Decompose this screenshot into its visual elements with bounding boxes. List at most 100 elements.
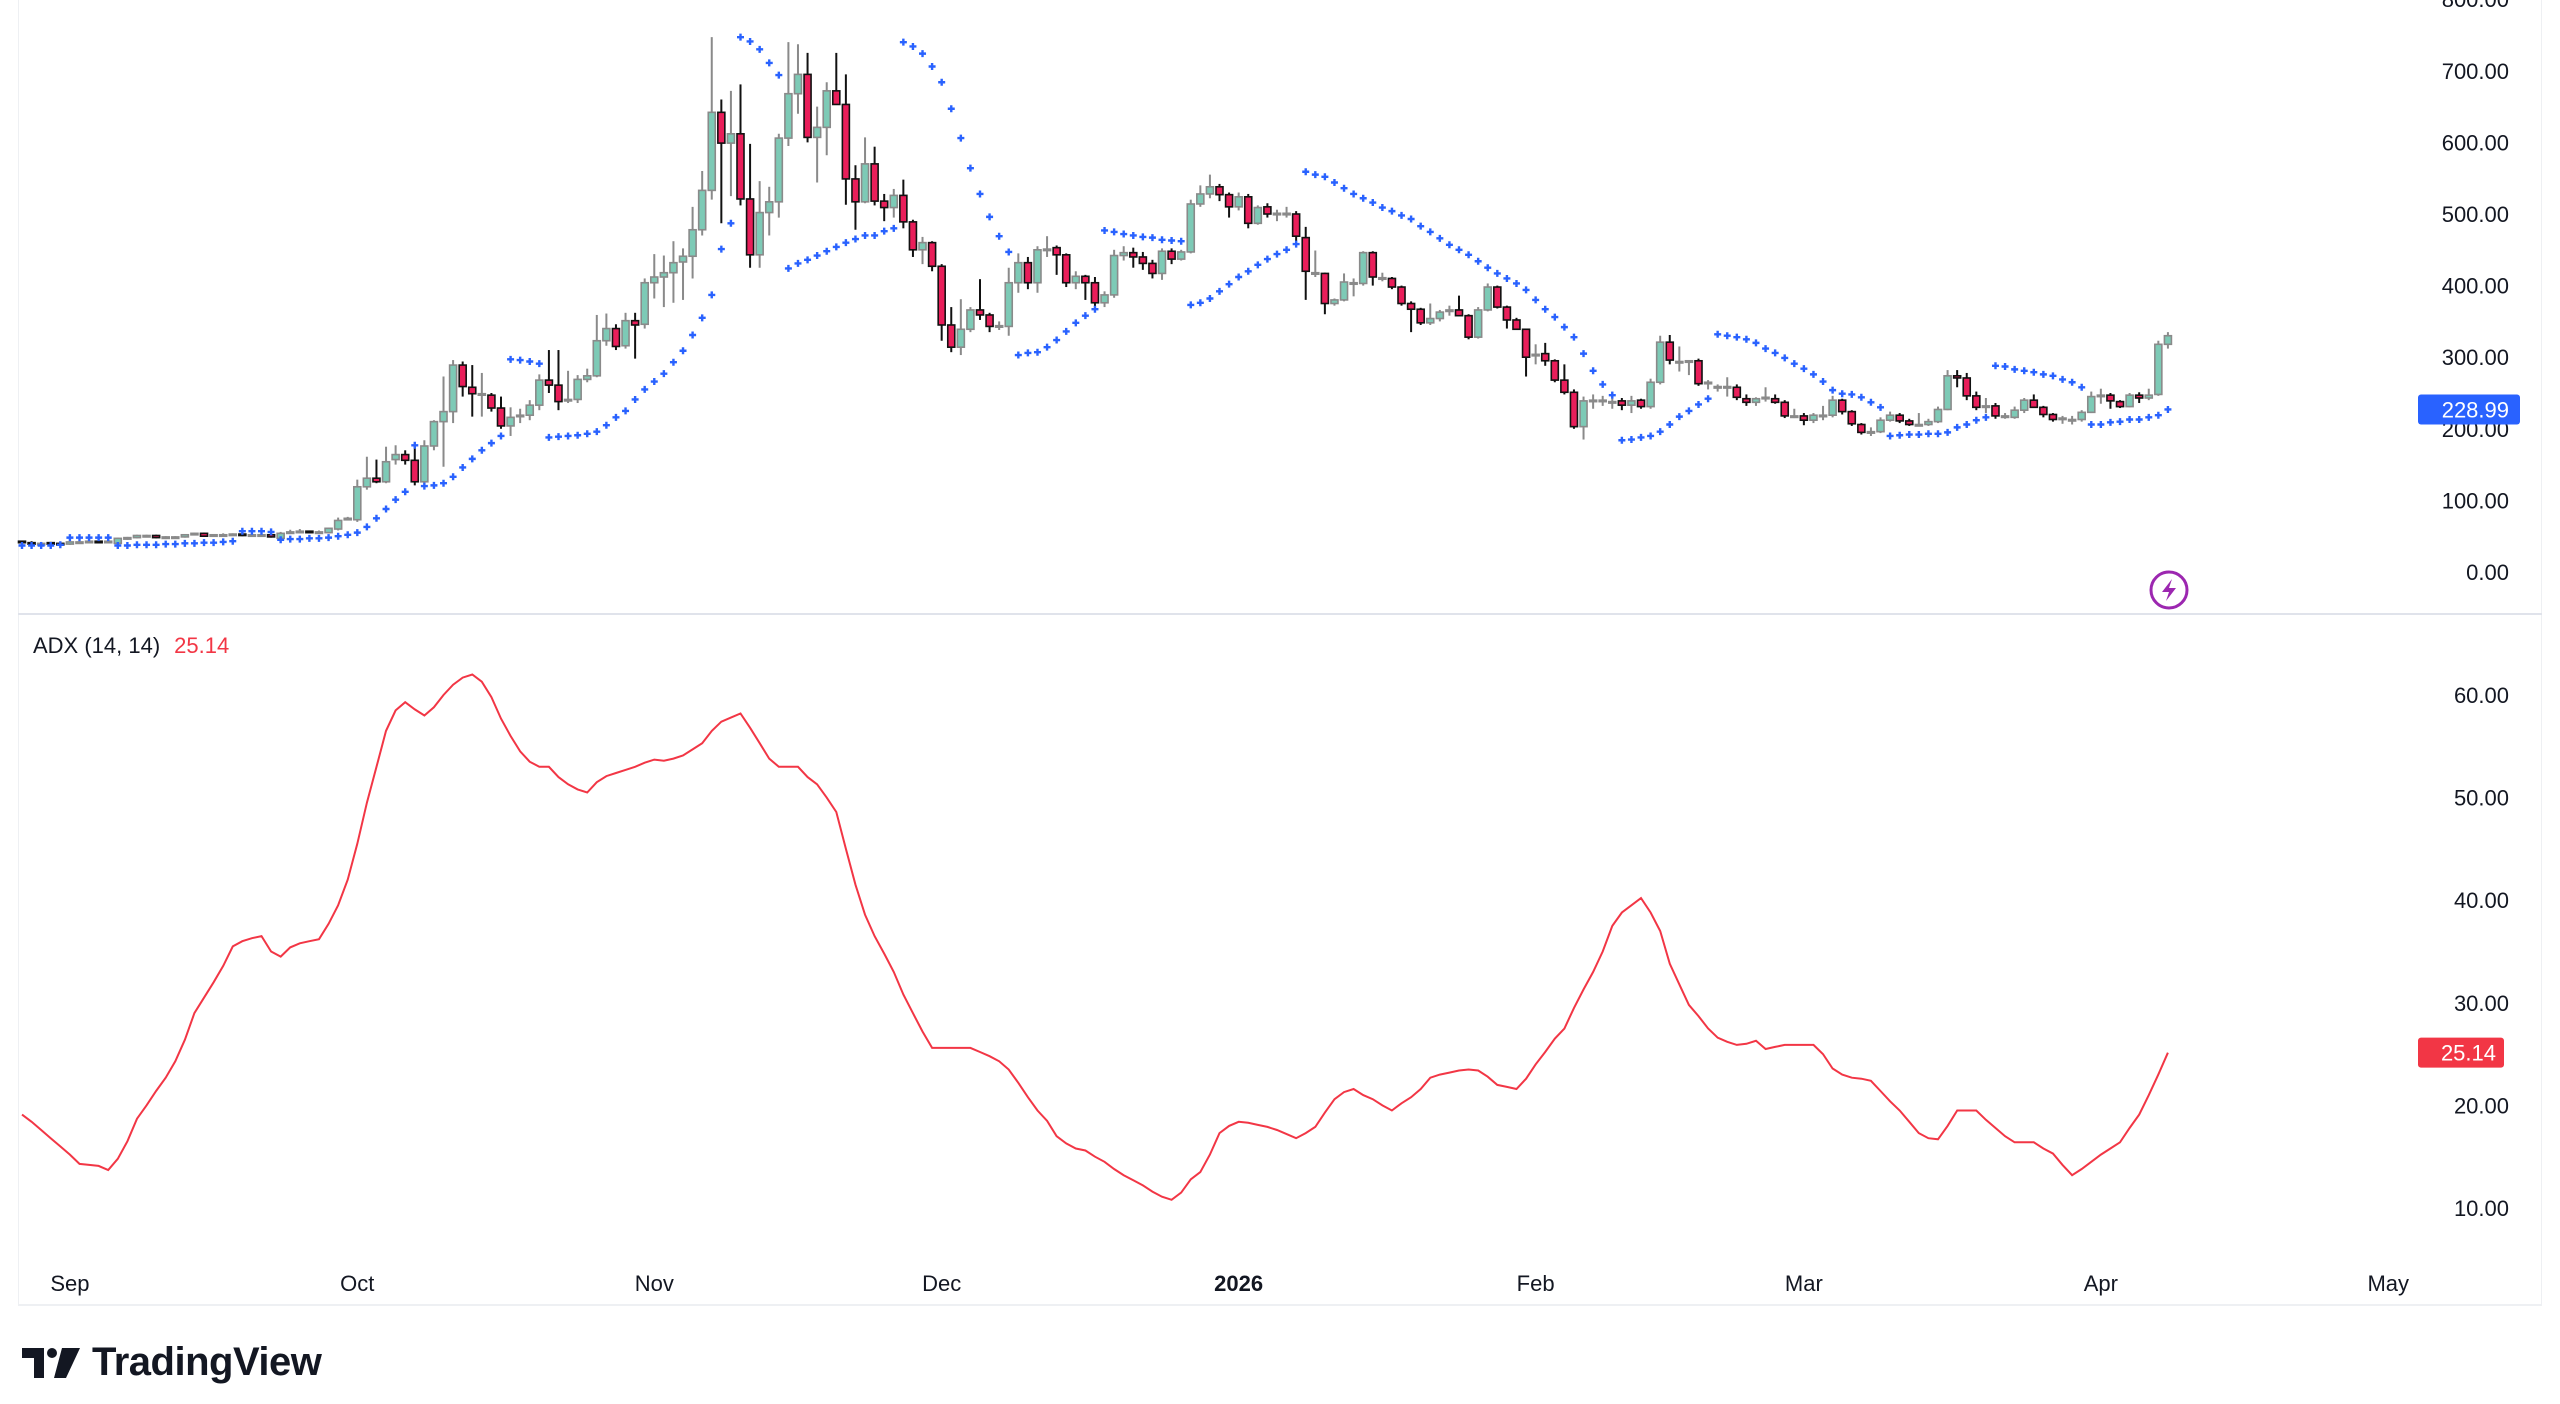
candle-body (860, 163, 870, 203)
sar-point (152, 541, 160, 549)
candle-body (1952, 375, 1962, 379)
adx-tick-label: 30.00 (2454, 991, 2509, 1016)
candle-body (496, 407, 506, 427)
tradingview-logo[interactable]: TradingView (22, 1340, 322, 1385)
candle-body (1368, 251, 1378, 278)
candle-body (352, 485, 362, 521)
sar-point (1532, 296, 1540, 304)
candle-up (2144, 388, 2154, 401)
sar-point (909, 42, 917, 50)
sar-point (2116, 418, 2124, 426)
candle-up (2077, 410, 2086, 422)
candle-body (1272, 212, 1282, 216)
time-tick-label: Oct (340, 1271, 374, 1296)
candle-body (1148, 262, 1157, 275)
candle-up (1349, 278, 1358, 297)
sar-point (995, 232, 1003, 240)
sar-point (420, 482, 428, 490)
candle-body (1818, 414, 1828, 418)
candle-up (1282, 206, 1291, 218)
sar-point (1187, 301, 1195, 309)
candle-down (487, 393, 496, 412)
candle-body (1282, 212, 1291, 216)
candle-up (123, 536, 132, 540)
sar-point (1388, 207, 1396, 215)
candle-body (1493, 286, 1502, 308)
sar-point (1398, 211, 1406, 219)
candle-down (899, 179, 908, 229)
candle-body (1473, 309, 1483, 338)
candle-body (975, 309, 985, 316)
adx-last-value-label: 25.14 (2418, 1037, 2504, 1068)
candle-body (2000, 415, 2010, 419)
sar-point (631, 395, 639, 403)
candle-body (889, 194, 899, 209)
candle-up (295, 529, 305, 534)
sar-point (143, 541, 151, 549)
candle-down (1023, 256, 1033, 290)
candle-up (439, 376, 448, 467)
candle-down (1387, 277, 1397, 290)
candle-down (1368, 251, 1378, 286)
candle-body (669, 261, 678, 274)
candle-down (1224, 192, 1234, 218)
sar-point (1101, 226, 1109, 234)
candle-body (927, 241, 937, 268)
candle-body (630, 319, 640, 326)
sar-point (1618, 436, 1626, 444)
candle-down (1521, 328, 1531, 377)
candle-body (103, 540, 113, 544)
candle-down (1464, 314, 1473, 340)
candle-down (151, 534, 161, 539)
sar-point (784, 264, 792, 272)
candle-body (755, 211, 764, 256)
sar-point (2001, 363, 2009, 371)
sar-point (66, 534, 74, 542)
candle-body (1598, 399, 1607, 403)
candle-up (1684, 359, 1694, 376)
sar-point (1637, 433, 1645, 441)
candle-up (956, 299, 966, 356)
sar-point (190, 539, 198, 547)
candle-down (1397, 285, 1406, 306)
sar-point (1091, 305, 1099, 313)
sar-point (1522, 286, 1530, 294)
candle-body (1454, 309, 1464, 317)
candle-up (1790, 408, 1799, 419)
sar-point (2126, 415, 2134, 423)
sar-point (507, 355, 515, 363)
lightning-icon[interactable] (2149, 570, 2189, 610)
candle-body (535, 379, 544, 406)
sar-point (622, 407, 630, 415)
sar-point (1168, 236, 1176, 244)
candle-up (764, 186, 774, 236)
sar-point (1033, 348, 1041, 356)
candle-up (343, 516, 353, 521)
candle-body (2029, 399, 2039, 409)
candle-body (333, 519, 343, 530)
candle-body (956, 328, 966, 348)
price-tick-label: 800.00 (2442, 0, 2509, 12)
price-axis[interactable]: 0.00100.00200.00300.00400.00500.00600.00… (2442, 0, 2509, 585)
sar-point (1877, 403, 1885, 411)
sar-point (1857, 393, 1865, 401)
time-axis[interactable]: Sep Oct Nov Dec 2026 Feb Mar Apr May (50, 1271, 2409, 1296)
candle-body (1100, 294, 1109, 304)
adx-legend[interactable]: ADX (14, 14) 25.14 (33, 633, 229, 659)
sar-point (794, 259, 802, 267)
candle-body (1665, 341, 1675, 361)
sar-point (411, 441, 419, 449)
candle-body (831, 90, 841, 106)
sar-point (1235, 273, 1243, 281)
candle-down (1301, 226, 1311, 300)
candle-up (563, 370, 573, 404)
candle-up (784, 42, 793, 146)
candle-down (1493, 285, 1502, 309)
adx-axis[interactable]: 10.00 20.00 30.00 40.00 50.00 60.00 (2454, 683, 2509, 1221)
candle-down (1215, 183, 1224, 202)
candle-down (1837, 398, 1847, 415)
candle-body (717, 111, 726, 144)
candle-body (132, 534, 142, 539)
sar-point (1474, 257, 1482, 265)
